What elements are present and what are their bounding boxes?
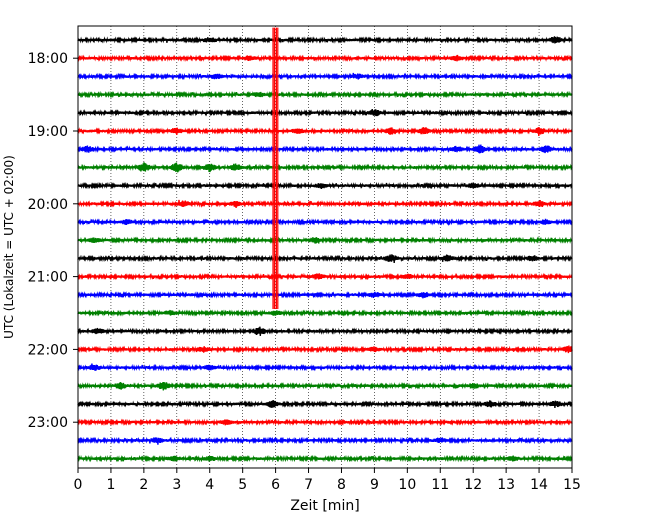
trace-line bbox=[77, 181, 573, 190]
trace-line bbox=[77, 363, 573, 372]
trace-line bbox=[77, 90, 573, 99]
trace-line bbox=[77, 418, 573, 427]
x-tick-label: 14 bbox=[530, 477, 548, 493]
x-tick-label: 1 bbox=[106, 477, 115, 493]
trace-line bbox=[77, 109, 573, 117]
trace-line bbox=[77, 162, 573, 173]
x-axis: 0 1 2 3 4 5 6 7 8 9 10 11 12 13 14 15 bbox=[74, 468, 581, 493]
trace-line bbox=[77, 218, 573, 226]
x-tick-label: 4 bbox=[205, 477, 214, 493]
trace-line bbox=[77, 72, 573, 81]
x-tick-label: 7 bbox=[304, 477, 313, 493]
trace-line bbox=[77, 400, 573, 409]
trace-line bbox=[77, 236, 573, 245]
trace-line bbox=[77, 127, 573, 137]
y-tick-label: 21:00 bbox=[28, 270, 68, 286]
y-tick-label: 23:00 bbox=[28, 415, 68, 431]
trace-line bbox=[77, 36, 573, 44]
trace-line bbox=[77, 199, 573, 208]
x-tick-label: 9 bbox=[370, 477, 379, 493]
x-tick-label: 15 bbox=[563, 477, 581, 493]
trace-line bbox=[77, 436, 573, 445]
x-tick-label: 10 bbox=[398, 477, 416, 493]
seismic-traces bbox=[77, 36, 573, 463]
x-tick-label: 11 bbox=[431, 477, 449, 493]
x-tick-label: 8 bbox=[337, 477, 346, 493]
large-event bbox=[272, 27, 279, 309]
trace-line bbox=[77, 454, 573, 463]
trace-line bbox=[77, 144, 573, 154]
x-tick-label: 0 bbox=[74, 477, 83, 493]
y-tick-label: 22:00 bbox=[28, 342, 68, 358]
x-tick-label: 6 bbox=[271, 477, 280, 493]
trace-line bbox=[77, 326, 573, 336]
y-axis: 18:00 19:00 20:00 21:00 22:00 23:00 bbox=[28, 51, 78, 431]
x-tick-label: 2 bbox=[139, 477, 148, 493]
trace-line bbox=[77, 254, 573, 263]
trace-line bbox=[77, 54, 573, 63]
x-tick-label: 13 bbox=[497, 477, 515, 493]
trace-line bbox=[77, 272, 573, 281]
x-axis-title: Zeit [min] bbox=[290, 498, 359, 514]
trace-line bbox=[77, 381, 573, 391]
y-tick-label: 18:00 bbox=[28, 51, 68, 67]
x-tick-label: 12 bbox=[464, 477, 482, 493]
y-tick-label: 19:00 bbox=[28, 124, 68, 140]
y-tick-label: 20:00 bbox=[28, 197, 68, 213]
plot-frame bbox=[77, 25, 573, 469]
trace-line bbox=[77, 309, 573, 317]
x-tick-label: 5 bbox=[238, 477, 247, 493]
trace-line bbox=[77, 345, 573, 354]
y-axis-title: UTC (Lokalzeit = UTC + 02:00) bbox=[2, 155, 16, 339]
trace-line bbox=[77, 290, 573, 299]
x-tick-label: 3 bbox=[172, 477, 181, 493]
